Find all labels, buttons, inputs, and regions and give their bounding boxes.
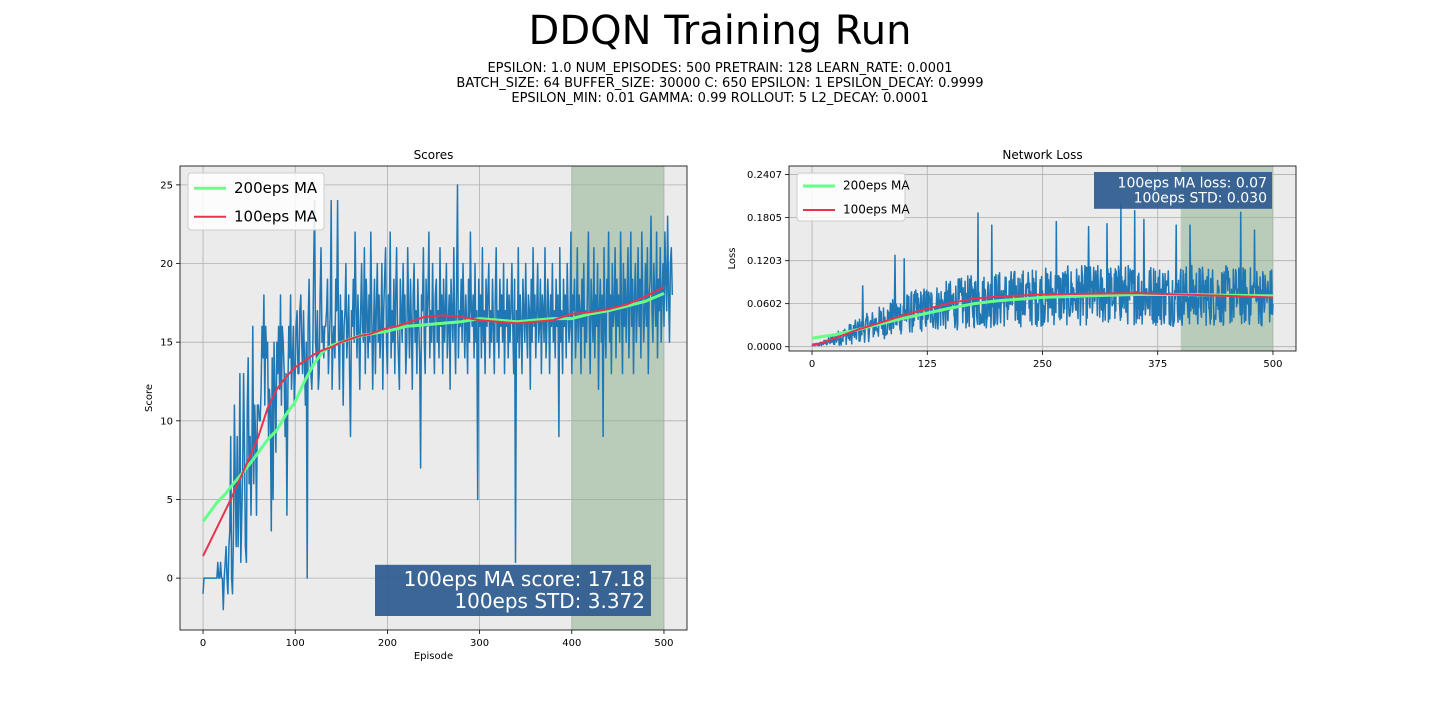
highlight-span	[571, 166, 664, 630]
annotation-line: 100eps MA loss: 0.07	[1118, 175, 1267, 191]
y-tick-label: 0.1203	[747, 256, 782, 267]
y-tick-label: 10	[160, 416, 173, 427]
legend-label-ma200: 200eps MA	[843, 179, 910, 193]
y-tick-label: 25	[160, 180, 173, 191]
plot-area	[811, 202, 1274, 347]
y-tick-label: 15	[160, 338, 173, 349]
x-axis-label: Episode	[414, 651, 453, 662]
x-tick-label: 300	[470, 638, 489, 649]
y-tick-label: 5	[167, 495, 173, 506]
chart-title: Scores	[414, 148, 454, 162]
series-line-ma100	[811, 292, 1274, 347]
y-tick-label: 0.1805	[747, 213, 782, 224]
figure-title: DDQN Training Run	[528, 8, 912, 54]
series-line-ma100	[202, 286, 665, 557]
plot-frame	[179, 165, 688, 631]
x-tick-label: 0	[809, 359, 815, 370]
y-tick-label: 0	[167, 574, 173, 585]
x-tick-label: 250	[1033, 359, 1052, 370]
annotation-box	[375, 564, 651, 616]
x-tick-label: 100	[286, 638, 305, 649]
x-tick-label: 400	[562, 638, 581, 649]
params-line-2: BATCH_SIZE: 64 BUFFER_SIZE: 30000 C: 650…	[456, 76, 984, 91]
params-line-3: EPSILON_MIN: 0.01 GAMMA: 0.99 ROLLOUT: 5…	[511, 91, 929, 106]
legend-label-ma200: 200eps MA	[234, 179, 318, 197]
annotation-box	[1094, 172, 1272, 209]
x-tick-label: 500	[654, 638, 673, 649]
y-tick-label: 0.2407	[747, 170, 782, 181]
legend-label-ma100: 100eps MA	[234, 207, 318, 225]
x-tick-label: 500	[1263, 359, 1282, 370]
annotation-line: 100eps STD: 0.030	[1134, 191, 1267, 207]
x-tick-label: 0	[200, 638, 206, 649]
y-tick-label: 0.0602	[747, 299, 782, 310]
y-tick-label: 20	[160, 259, 173, 270]
legend-label-ma100: 100eps MA	[843, 203, 910, 217]
loss-chart: 0 125 250 375 500 0.0000 0.0602 0.1203 0.1805 0.2…	[727, 148, 1297, 370]
scores-chart: 0 100 200 300 400 500 0 5 10 15 20 25 Scores Episode S…	[144, 148, 688, 662]
x-tick-label: 375	[1148, 359, 1167, 370]
series-line-raw	[202, 184, 674, 611]
x-tick-label: 125	[918, 359, 937, 370]
y-tick-label: 0.0000	[747, 342, 782, 353]
y-axis-label: Score	[144, 384, 155, 412]
annotation-line: 100eps STD: 3.372	[454, 589, 645, 613]
plot-area	[201, 184, 674, 611]
annotation-line: 100eps MA score: 17.18	[404, 567, 645, 591]
params-line-1: EPSILON: 1.0 NUM_EPISODES: 500 PRETRAIN:…	[487, 61, 953, 76]
chart-title: Network Loss	[1002, 148, 1082, 162]
y-axis-label: Loss	[727, 248, 738, 270]
x-tick-label: 200	[378, 638, 397, 649]
